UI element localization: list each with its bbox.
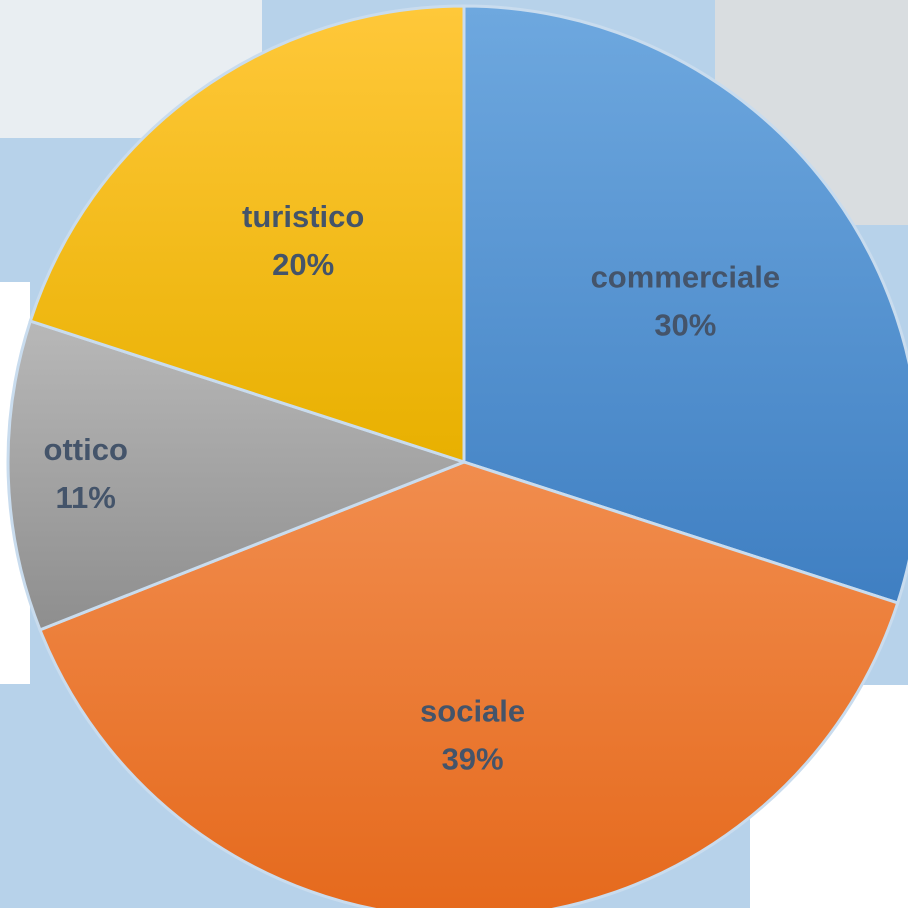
value-label: 20%: [272, 247, 334, 282]
value-label: 30%: [654, 307, 716, 342]
pie-slice: [6, 319, 469, 632]
pie-slice: [28, 4, 466, 465]
pie-slice: [38, 460, 900, 908]
pie: [6, 4, 908, 908]
pie-slice: [462, 4, 908, 605]
category-label: commerciale: [591, 259, 781, 294]
labels: commerciale 30% sociale 39% ottico 11% turisti…: [44, 199, 781, 777]
category-label: ottico: [44, 432, 128, 467]
value-label: 11%: [56, 480, 116, 515]
value-label: 39%: [442, 742, 504, 777]
category-label: sociale: [420, 694, 525, 729]
category-label: turistico: [242, 199, 364, 234]
